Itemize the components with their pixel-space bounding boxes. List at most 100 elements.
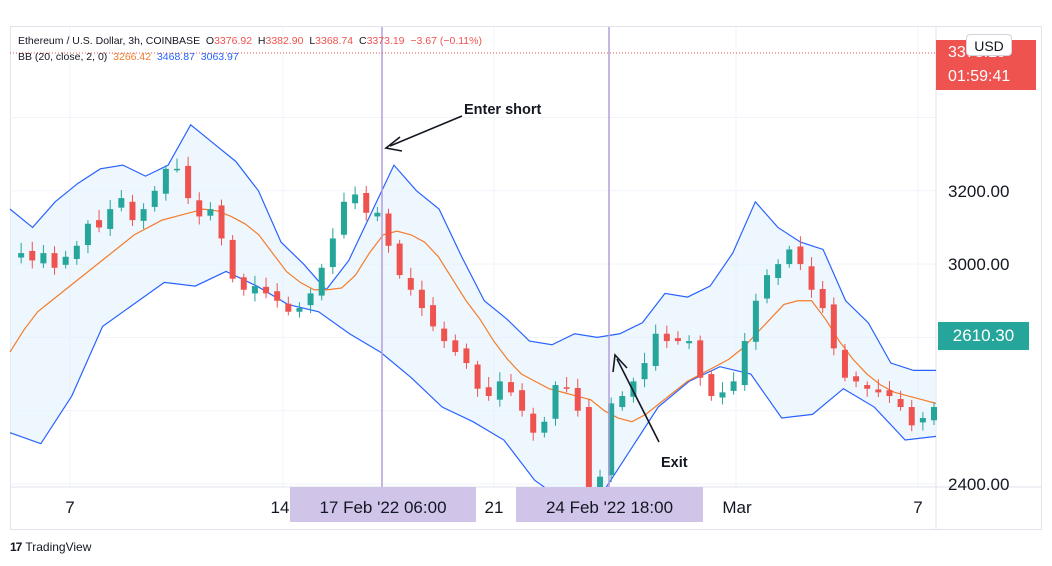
candle-body <box>597 476 604 497</box>
candle-body <box>329 238 336 268</box>
x-tick-label: 14 <box>271 498 290 517</box>
bar-countdown: 01:59:41 <box>948 68 1011 85</box>
candle-body <box>931 407 937 421</box>
close-value: 3373.19 <box>366 35 405 47</box>
candle-body <box>374 212 381 217</box>
tradingview-logo: 17 TradingView <box>10 540 91 554</box>
bb-upper-line <box>9 123 936 371</box>
candle-body <box>719 392 726 398</box>
candle-body <box>29 250 36 261</box>
candle-body <box>18 253 25 258</box>
candle-body <box>619 396 626 408</box>
candle-body <box>474 364 481 389</box>
candle-body <box>797 246 804 265</box>
candle-body <box>764 275 771 299</box>
x-tick-label: 7 <box>65 498 74 517</box>
candle-body <box>418 289 425 309</box>
candle-body <box>218 205 225 239</box>
candle-body <box>363 192 370 213</box>
currency-button[interactable]: USD <box>966 34 1012 56</box>
candle-body <box>73 245 80 259</box>
candle-body <box>129 201 136 221</box>
candle-body <box>340 201 347 235</box>
candle-body <box>741 341 748 386</box>
candle-body <box>663 333 670 342</box>
candle-body <box>140 209 147 221</box>
candle-body <box>441 328 448 342</box>
low-label: L <box>309 35 316 47</box>
candle-body <box>40 253 47 264</box>
candle-body <box>630 381 637 397</box>
candle-body <box>552 385 559 419</box>
candle-body <box>786 249 793 265</box>
candle-body <box>51 253 58 268</box>
candle-body <box>808 266 815 290</box>
open-value: 3376.92 <box>214 35 253 47</box>
enter-short-label: Enter short <box>464 102 542 118</box>
close-label: C <box>358 35 367 47</box>
candle-body <box>207 209 214 216</box>
tradingview-icon: 17 <box>10 540 22 554</box>
high-label: H <box>257 35 266 47</box>
high-value: 3382.90 <box>265 35 304 47</box>
candle-body <box>519 390 526 411</box>
change-value: −3.67 (−0.11%) <box>410 35 482 47</box>
candle-body <box>463 348 470 364</box>
candle-body <box>864 385 871 389</box>
candle-body <box>251 286 258 294</box>
candle-body <box>574 387 581 411</box>
candle-body <box>730 381 737 391</box>
bb-legend: BB (20, close, 2, 0) 3266.42 3468.87 306… <box>18 51 239 63</box>
candle-body <box>652 333 659 366</box>
bb-basis-value: 3266.42 <box>113 51 152 63</box>
enter-short-arrowhead <box>384 136 403 152</box>
candle-body <box>285 303 292 312</box>
candle-body <box>185 165 192 199</box>
candle-body <box>819 289 826 309</box>
open-label: O <box>205 35 215 47</box>
candle-body <box>563 387 570 389</box>
bb-upper-value: 3468.87 <box>156 51 195 63</box>
candle-body <box>62 256 69 265</box>
candle-body <box>407 278 414 290</box>
candle-body <box>296 308 303 312</box>
candle-body <box>318 267 325 296</box>
highlighted-x-label-bg <box>290 487 476 522</box>
candle-body <box>908 407 915 426</box>
candle-body <box>96 220 103 228</box>
y-tick-label: 3000.00 <box>948 255 1009 274</box>
candle-body <box>263 286 270 294</box>
bb-lower-line <box>9 270 937 503</box>
candle-body <box>485 387 492 397</box>
highlighted-x-label-bg <box>516 487 703 522</box>
x-tick-label: 21 <box>485 498 504 517</box>
candle-body <box>84 223 91 246</box>
candle-body <box>641 363 648 380</box>
ohlc-legend: Ethereum / U.S. Dollar, 3h, COINBASE O33… <box>18 35 482 47</box>
candle-body <box>674 338 681 342</box>
candle-body <box>173 168 180 171</box>
candle-body <box>875 389 882 393</box>
candle-body <box>853 376 860 382</box>
candle-body <box>430 305 437 327</box>
y-tick-label: 2400.00 <box>948 475 1009 494</box>
candle-body <box>240 277 247 290</box>
low-value: 3368.74 <box>315 35 354 47</box>
candle-body <box>830 304 837 349</box>
x-tick-label: 7 <box>913 498 922 517</box>
candle-body <box>886 390 893 397</box>
symbol-label: Ethereum / U.S. Dollar, 3h, COINBASE <box>18 35 201 47</box>
candle-body <box>396 243 403 276</box>
candle-body <box>496 381 503 400</box>
candle-body <box>352 194 359 204</box>
candle-body <box>162 168 169 194</box>
candle-body <box>274 291 281 301</box>
candle-body <box>897 398 904 408</box>
candle-body <box>385 213 392 246</box>
y-tick-label: 3200.00 <box>948 182 1009 201</box>
candle-body <box>151 190 158 207</box>
candle-body <box>530 413 537 433</box>
candle-body <box>585 407 592 495</box>
candle-body <box>452 340 459 353</box>
